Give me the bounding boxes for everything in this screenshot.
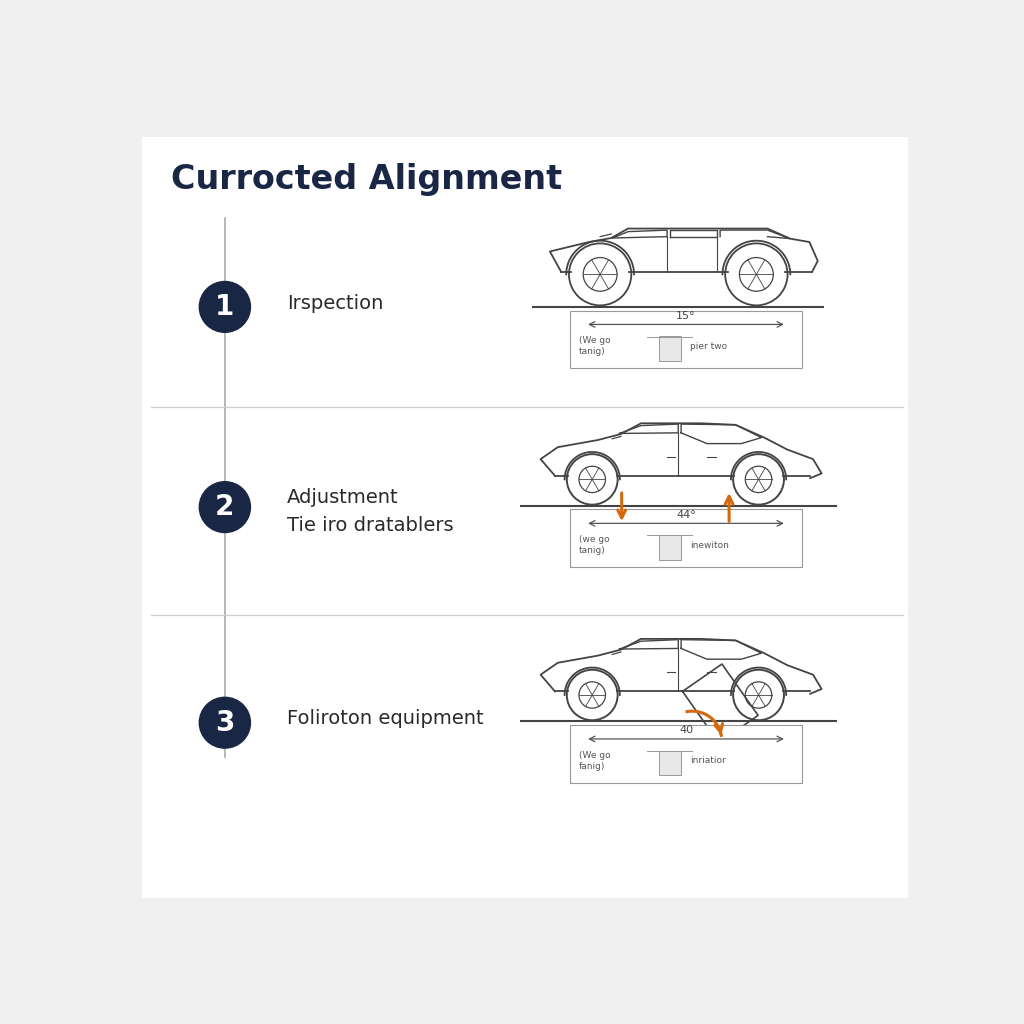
Text: (We go
fanig): (We go fanig) bbox=[579, 751, 610, 771]
FancyBboxPatch shape bbox=[658, 751, 681, 775]
Text: inriatior: inriatior bbox=[690, 757, 726, 765]
FancyBboxPatch shape bbox=[569, 310, 802, 369]
FancyBboxPatch shape bbox=[569, 510, 802, 567]
Text: Tie iro dratablers: Tie iro dratablers bbox=[287, 516, 454, 536]
FancyBboxPatch shape bbox=[658, 535, 681, 559]
Text: 2: 2 bbox=[215, 494, 234, 521]
Text: (we go
tanig): (we go tanig) bbox=[579, 536, 609, 555]
Text: pier two: pier two bbox=[690, 342, 727, 351]
Text: 15°: 15° bbox=[676, 310, 695, 321]
FancyBboxPatch shape bbox=[569, 725, 802, 782]
FancyBboxPatch shape bbox=[658, 336, 681, 360]
Circle shape bbox=[200, 282, 251, 333]
Circle shape bbox=[200, 697, 251, 749]
Text: 1: 1 bbox=[215, 293, 234, 321]
Text: inewiton: inewiton bbox=[690, 541, 729, 550]
Text: Irspection: Irspection bbox=[287, 294, 383, 312]
Text: Currocted Alignment: Currocted Alignment bbox=[171, 163, 562, 196]
Text: Adjustment: Adjustment bbox=[287, 488, 398, 507]
Text: (We go
tanig): (We go tanig) bbox=[579, 336, 610, 356]
Text: Foliroton equipment: Foliroton equipment bbox=[287, 710, 483, 728]
Circle shape bbox=[200, 481, 251, 532]
Text: 44°: 44° bbox=[676, 510, 696, 519]
Text: 3: 3 bbox=[215, 709, 234, 736]
Text: 40: 40 bbox=[679, 725, 693, 735]
FancyBboxPatch shape bbox=[142, 137, 907, 897]
